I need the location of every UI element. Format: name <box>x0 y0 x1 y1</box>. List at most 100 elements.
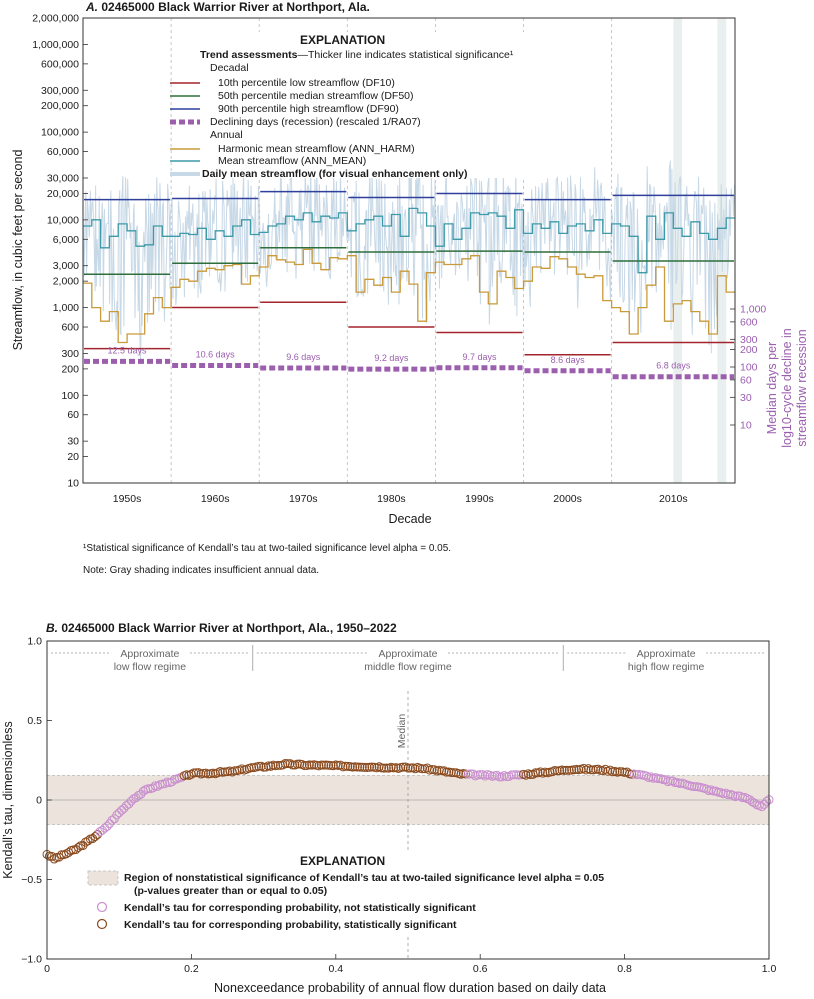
legend-mean: Mean streamflow (ANN_MEAN) <box>218 155 366 167</box>
panel-a-plot-frame <box>82 17 736 484</box>
ann-harm-series <box>83 248 735 344</box>
legend-background <box>80 852 640 936</box>
y2-tick-label: 200 <box>740 344 758 356</box>
legend-region-line2: (p-values greater than or equal to 0.05) <box>134 885 327 897</box>
ra07-label: 8.6 days <box>551 355 586 365</box>
significant-point <box>54 852 64 862</box>
significant-point <box>186 769 196 779</box>
nonsignificant-point <box>124 799 134 809</box>
footnote: ¹Statistical significance of Kendall’s t… <box>83 543 451 554</box>
nonsignificant-point <box>492 770 502 780</box>
nonsignificant-point <box>107 815 117 825</box>
significant-point <box>220 767 230 777</box>
y-tick-label: 1,000 <box>53 302 79 314</box>
regime-label: high flow regime <box>628 661 705 673</box>
legend-nonsig: Kendall’s tau for corresponding probabil… <box>124 902 476 914</box>
regime-label: middle flow regime <box>364 661 452 673</box>
legend-header: EXPLANATION <box>300 854 385 868</box>
y-tick-label: 60 <box>67 409 79 421</box>
significant-point <box>213 768 223 778</box>
significant-point <box>449 768 459 778</box>
svg-text:streamflow recession: streamflow recession <box>795 329 809 446</box>
ann-mean-series <box>83 207 735 274</box>
y-tick-label: 60,000 <box>47 146 79 158</box>
legend-nonsig-swatch <box>96 901 108 913</box>
significant-point <box>581 765 591 775</box>
nonsignificant-point <box>653 774 663 784</box>
y-axis-label: Kendall’s tau, dimensionless <box>1 721 15 879</box>
significant-point <box>285 759 295 769</box>
panel-b-title: B. 02465000 Black Warrior River at North… <box>46 621 397 635</box>
nonsignificant-point <box>497 772 507 782</box>
legend-header: EXPLANATION <box>300 33 385 47</box>
y2-tick-label: 100 <box>740 362 758 374</box>
legend-annual-heading: Annual <box>210 129 243 141</box>
regime-label: low flow regime <box>114 661 187 673</box>
significant-point <box>446 768 456 778</box>
legend-daily: Daily mean streamflow (for visual enhanc… <box>202 168 468 180</box>
decade-label: 1980s <box>377 493 406 505</box>
significant-point <box>598 766 608 776</box>
significant-point <box>316 760 326 770</box>
y2-tick-label: 300 <box>740 334 758 346</box>
significant-point <box>287 760 297 770</box>
y-tick-label: 10 <box>67 478 79 490</box>
y-axis-label: Streamflow, in cubic feet per second <box>11 150 25 351</box>
y-tick-label: 200,000 <box>41 100 79 112</box>
y-axis-ticks: 10 20 30 60 100 200 300 600 1,000 2,000 3,000 6,000… <box>32 13 88 490</box>
x-tick-label: 1.0 <box>762 963 777 975</box>
y-tick-label: 10,000 <box>47 214 79 226</box>
y-axis-ticks: −1.0 −0.5 0 0.5 1.0 <box>21 636 52 966</box>
significant-point <box>627 769 637 779</box>
significant-point <box>584 764 593 774</box>
nonsignificant-point <box>665 776 675 786</box>
y2-tick-label: 60 <box>740 374 752 386</box>
significant-point <box>403 763 413 773</box>
panel-a-legend: EXPLANATION Trend assessments—Thicker li… <box>170 32 535 180</box>
y-tick-label: 30,000 <box>47 172 79 184</box>
significant-point <box>593 764 603 774</box>
legend-df10: 10th percentile low streamflow (DF10) <box>218 77 395 89</box>
panel-a: A. 02465000 Black Warrior River at North… <box>11 0 809 576</box>
svg-text:Median days per: Median days per <box>765 342 779 434</box>
significant-point <box>379 763 389 773</box>
x-tick-label: 0.6 <box>473 963 488 975</box>
significant-point <box>579 763 589 773</box>
nonsignificant-point <box>478 770 488 780</box>
significant-point <box>429 765 439 775</box>
y-tick-label: 600,000 <box>41 58 79 70</box>
significant-point <box>81 837 91 847</box>
significant-point <box>615 767 625 777</box>
significant-point <box>521 770 531 780</box>
decade-label: 1960s <box>201 493 230 505</box>
legend-background <box>195 32 535 178</box>
significant-point <box>535 767 545 777</box>
kendall-tau-points <box>42 759 774 864</box>
y-tick-label: 300 <box>61 348 79 360</box>
significant-point <box>352 762 362 772</box>
y-tick-label: 6,000 <box>53 234 79 246</box>
significant-point <box>405 763 415 773</box>
ra07-recession-series: 12.5 days 10.6 days 9.6 days 9.2 days 9.7 da… <box>84 345 734 380</box>
significant-point <box>552 766 562 776</box>
significant-point <box>283 759 293 769</box>
y-tick-label: 1.0 <box>27 636 42 648</box>
y-tick-label: 30 <box>67 436 79 448</box>
panel-a-title: A. 02465000 Black Warrior River at North… <box>85 0 370 14</box>
legend-band-swatch <box>87 870 119 886</box>
svg-text:log10-cycle decline in: log10-cycle decline in <box>780 328 794 448</box>
regime-label: Approximate <box>120 648 179 660</box>
legend-df90: 90th percentile high streamflow (DF90) <box>218 103 399 115</box>
regime-label: Approximate <box>637 648 696 660</box>
decade-label: 1990s <box>465 493 494 505</box>
ra07-label: 6.8 days <box>656 361 691 371</box>
nonsignificant-point <box>750 798 760 808</box>
significant-point <box>398 762 408 772</box>
nonsignificant-point <box>745 795 755 805</box>
legend-sig-swatch <box>96 918 108 930</box>
ra07-label: 10.6 days <box>196 350 236 360</box>
significant-point <box>73 842 83 852</box>
